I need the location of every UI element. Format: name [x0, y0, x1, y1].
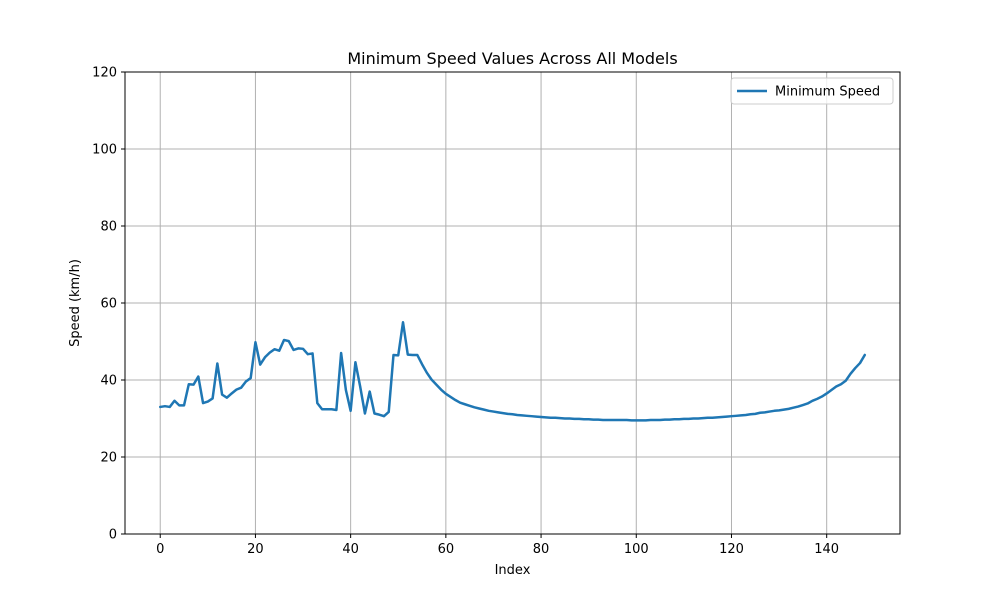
x-tick-label: 20: [247, 542, 264, 557]
y-tick-label: 0: [109, 528, 117, 543]
x-tick-label: 100: [624, 542, 649, 557]
series-layer: [158, 321, 867, 422]
y-axis-ticks: 0 20 40 60 80 100 120: [92, 66, 125, 543]
y-tick-label: 20: [100, 451, 117, 466]
y-tick-label: 120: [92, 66, 117, 81]
series-line-minimum-speed: [158, 321, 867, 422]
y-axis-label: Speed (km/h): [68, 259, 83, 347]
legend: Minimum Speed: [730, 77, 894, 105]
x-tick-label: 120: [719, 542, 744, 557]
x-tick-label: 0: [156, 542, 164, 557]
x-axis-ticks: 0 20 40 60 80 100 120 140: [156, 534, 839, 557]
y-tick-label: 40: [100, 374, 117, 389]
x-axis-label: Index: [495, 563, 531, 578]
y-tick-label: 100: [92, 143, 117, 158]
chart-title: Minimum Speed Values Across All Models: [347, 49, 677, 68]
legend-box: [730, 77, 894, 105]
y-tick-label: 80: [100, 220, 117, 235]
legend-label: Minimum Speed: [775, 85, 880, 100]
x-tick-label: 140: [814, 542, 839, 557]
x-tick-label: 60: [438, 542, 455, 557]
x-tick-label: 40: [342, 542, 359, 557]
x-tick-label: 80: [533, 542, 550, 557]
y-tick-label: 60: [100, 297, 117, 312]
